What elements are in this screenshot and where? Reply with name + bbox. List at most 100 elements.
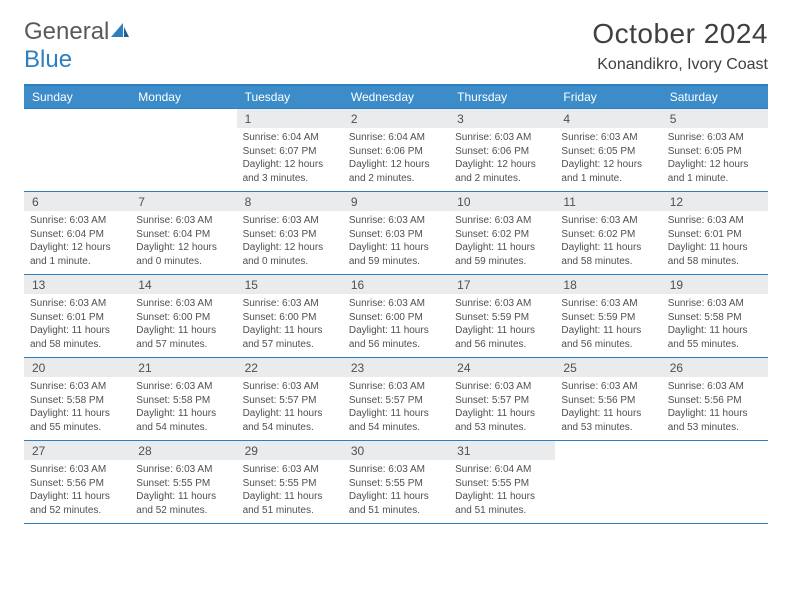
day-line: and 52 minutes. (30, 504, 124, 518)
day-body: Sunrise: 6:03 AMSunset: 6:04 PMDaylight:… (130, 211, 236, 268)
day-line: and 56 minutes. (455, 338, 549, 352)
dow-cell: Thursday (449, 86, 555, 108)
day-cell: 21Sunrise: 6:03 AMSunset: 5:58 PMDayligh… (130, 358, 236, 440)
day-line: Daylight: 11 hours (455, 324, 549, 338)
day-line: and 51 minutes. (243, 504, 337, 518)
dow-cell: Friday (555, 86, 661, 108)
day-line: and 56 minutes. (349, 338, 443, 352)
day-cell: 18Sunrise: 6:03 AMSunset: 5:59 PMDayligh… (555, 275, 661, 357)
day-number: 21 (130, 358, 236, 377)
day-line: Sunrise: 6:04 AM (243, 131, 337, 145)
day-number: 22 (237, 358, 343, 377)
week-row: 6Sunrise: 6:03 AMSunset: 6:04 PMDaylight… (24, 191, 768, 274)
day-cell: 3Sunrise: 6:03 AMSunset: 6:06 PMDaylight… (449, 109, 555, 191)
day-line: and 51 minutes. (349, 504, 443, 518)
day-number: 16 (343, 275, 449, 294)
day-line: Sunrise: 6:03 AM (455, 380, 549, 394)
day-body: Sunrise: 6:03 AMSunset: 5:57 PMDaylight:… (343, 377, 449, 434)
day-line: Sunset: 6:00 PM (243, 311, 337, 325)
day-number: 30 (343, 441, 449, 460)
dow-cell: Saturday (662, 86, 768, 108)
day-line: Sunrise: 6:03 AM (243, 463, 337, 477)
day-line: Sunrise: 6:03 AM (561, 214, 655, 228)
day-cell: 29Sunrise: 6:03 AMSunset: 5:55 PMDayligh… (237, 441, 343, 523)
day-number: 29 (237, 441, 343, 460)
day-body: Sunrise: 6:03 AMSunset: 6:01 PMDaylight:… (662, 211, 768, 268)
day-line: Sunset: 6:04 PM (30, 228, 124, 242)
day-number: 26 (662, 358, 768, 377)
day-cell: 25Sunrise: 6:03 AMSunset: 5:56 PMDayligh… (555, 358, 661, 440)
day-line: Daylight: 11 hours (30, 407, 124, 421)
brand-word2: Blue (24, 46, 72, 73)
day-line: Sunrise: 6:03 AM (561, 131, 655, 145)
day-body: Sunrise: 6:03 AMSunset: 5:58 PMDaylight:… (130, 377, 236, 434)
day-line: Sunset: 6:03 PM (349, 228, 443, 242)
day-line: Sunset: 5:56 PM (30, 477, 124, 491)
calendar-bottom-rule (24, 523, 768, 524)
day-line: Daylight: 11 hours (136, 407, 230, 421)
day-line: Sunrise: 6:03 AM (30, 214, 124, 228)
brand-text: General Blue (24, 18, 131, 74)
day-cell (130, 109, 236, 191)
day-line: and 59 minutes. (349, 255, 443, 269)
day-line: Sunrise: 6:03 AM (136, 297, 230, 311)
day-cell: 20Sunrise: 6:03 AMSunset: 5:58 PMDayligh… (24, 358, 130, 440)
day-cell: 1Sunrise: 6:04 AMSunset: 6:07 PMDaylight… (237, 109, 343, 191)
day-line: and 58 minutes. (668, 255, 762, 269)
day-line: Daylight: 11 hours (668, 241, 762, 255)
day-number: 12 (662, 192, 768, 211)
day-body: Sunrise: 6:04 AMSunset: 6:06 PMDaylight:… (343, 128, 449, 185)
day-cell: 15Sunrise: 6:03 AMSunset: 6:00 PMDayligh… (237, 275, 343, 357)
day-line: Sunset: 6:01 PM (30, 311, 124, 325)
day-line: Daylight: 12 hours (30, 241, 124, 255)
day-line: and 3 minutes. (243, 172, 337, 186)
day-line: and 54 minutes. (243, 421, 337, 435)
day-cell (24, 109, 130, 191)
day-line: Daylight: 11 hours (349, 324, 443, 338)
day-line: Sunrise: 6:03 AM (30, 380, 124, 394)
location-subtitle: Konandikro, Ivory Coast (592, 56, 768, 74)
day-line: Sunset: 6:02 PM (455, 228, 549, 242)
day-line: and 59 minutes. (455, 255, 549, 269)
day-cell: 30Sunrise: 6:03 AMSunset: 5:55 PMDayligh… (343, 441, 449, 523)
day-line: Sunset: 5:58 PM (30, 394, 124, 408)
day-number: 2 (343, 109, 449, 128)
day-line: and 1 minute. (668, 172, 762, 186)
day-line: Sunset: 6:00 PM (136, 311, 230, 325)
day-number: 8 (237, 192, 343, 211)
calendar: SundayMondayTuesdayWednesdayThursdayFrid… (24, 84, 768, 524)
day-line: Daylight: 11 hours (136, 324, 230, 338)
day-line: Sunset: 5:57 PM (349, 394, 443, 408)
day-line: Sunrise: 6:03 AM (349, 463, 443, 477)
day-line: Daylight: 11 hours (243, 407, 337, 421)
dow-cell: Monday (130, 86, 236, 108)
day-line: Sunset: 5:55 PM (349, 477, 443, 491)
day-line: Sunset: 5:58 PM (668, 311, 762, 325)
day-line: Sunrise: 6:03 AM (136, 380, 230, 394)
day-body: Sunrise: 6:03 AMSunset: 6:02 PMDaylight:… (449, 211, 555, 268)
brand-logo: General Blue (24, 18, 131, 74)
day-line: Sunrise: 6:04 AM (455, 463, 549, 477)
day-line: and 1 minute. (30, 255, 124, 269)
day-line: Sunset: 6:03 PM (243, 228, 337, 242)
day-cell: 4Sunrise: 6:03 AMSunset: 6:05 PMDaylight… (555, 109, 661, 191)
day-line: Sunrise: 6:03 AM (668, 131, 762, 145)
day-number: 28 (130, 441, 236, 460)
day-number: 24 (449, 358, 555, 377)
day-cell: 11Sunrise: 6:03 AMSunset: 6:02 PMDayligh… (555, 192, 661, 274)
day-line: Sunrise: 6:03 AM (243, 297, 337, 311)
day-body: Sunrise: 6:03 AMSunset: 6:03 PMDaylight:… (237, 211, 343, 268)
day-body: Sunrise: 6:03 AMSunset: 5:56 PMDaylight:… (555, 377, 661, 434)
day-line: Sunrise: 6:03 AM (455, 131, 549, 145)
day-line: Sunset: 5:56 PM (561, 394, 655, 408)
day-body: Sunrise: 6:03 AMSunset: 6:06 PMDaylight:… (449, 128, 555, 185)
day-cell: 2Sunrise: 6:04 AMSunset: 6:06 PMDaylight… (343, 109, 449, 191)
day-line: Sunset: 6:06 PM (349, 145, 443, 159)
day-cell: 14Sunrise: 6:03 AMSunset: 6:00 PMDayligh… (130, 275, 236, 357)
day-line: Sunset: 5:56 PM (668, 394, 762, 408)
day-line: and 56 minutes. (561, 338, 655, 352)
day-body: Sunrise: 6:03 AMSunset: 6:01 PMDaylight:… (24, 294, 130, 351)
day-line: Sunset: 5:55 PM (455, 477, 549, 491)
day-cell: 28Sunrise: 6:03 AMSunset: 5:55 PMDayligh… (130, 441, 236, 523)
day-line: Sunset: 6:06 PM (455, 145, 549, 159)
